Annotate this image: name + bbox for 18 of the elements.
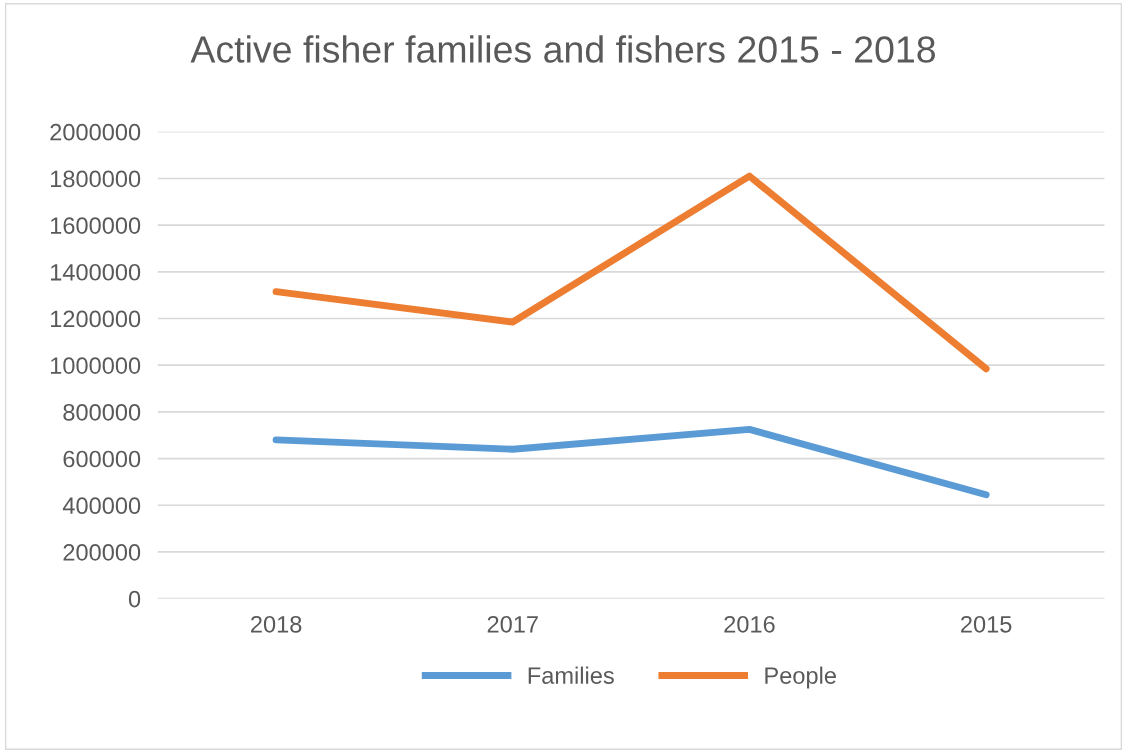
x-tick-label: 2017 — [487, 615, 538, 633]
y-tick-label: 1200000 — [51, 310, 141, 328]
y-tick-label: 800000 — [63, 403, 141, 421]
y-tick-label: 600000 — [63, 450, 141, 468]
legend-label: Families — [528, 666, 614, 684]
y-tick-label: 200000 — [63, 544, 141, 561]
x-tick-label: 2018 — [251, 615, 302, 633]
y-tick-label: 1800000 — [51, 170, 141, 188]
chart-title: Active fisher families and fishers 2015 - 2018 — [190, 35, 935, 63]
y-tick-label: 400000 — [62, 497, 141, 515]
y-tick-label: 2000000 — [50, 123, 141, 141]
y-tick-label: 0 — [128, 590, 141, 608]
legend-label: People — [765, 666, 836, 689]
x-tick-label: 2015 — [961, 615, 1012, 633]
y-tick-label: 1400000 — [51, 263, 141, 281]
y-tick-label: 1600000 — [51, 217, 141, 234]
y-tick-label: 1000000 — [51, 357, 141, 374]
x-tick-label: 2016 — [724, 615, 775, 633]
